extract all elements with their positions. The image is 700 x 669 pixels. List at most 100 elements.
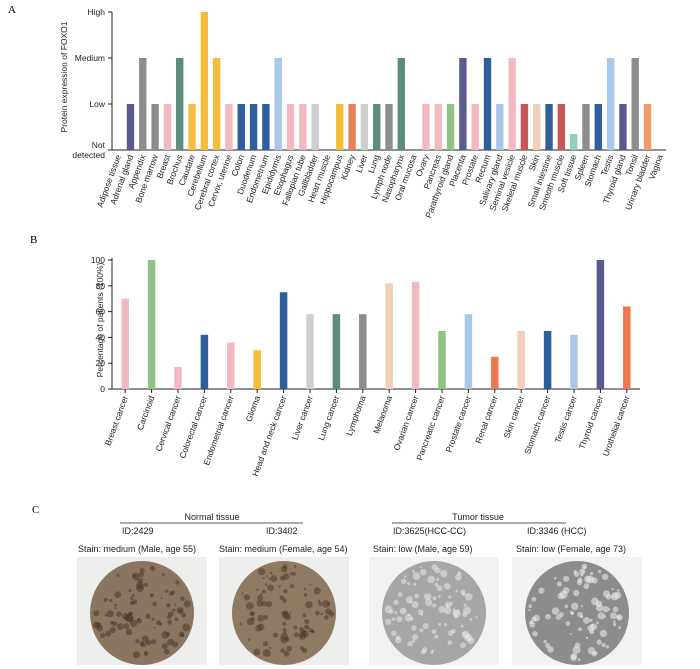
chart-a-bar <box>299 104 307 150</box>
chart-b-xtick-label: Lung cancer <box>316 394 341 442</box>
tissue-texture-dot <box>267 584 274 591</box>
tissue-texture-dot <box>591 597 599 606</box>
chart-b-bar <box>121 298 129 389</box>
tissue-texture-dot <box>161 643 168 650</box>
tissue-texture-dot <box>280 636 288 644</box>
tissue-texture-dot <box>283 650 290 657</box>
tissue-texture-dot <box>303 593 308 597</box>
tissue-texture-dot <box>411 625 417 631</box>
tissue-texture-dot <box>602 605 609 613</box>
tissue-texture-dot <box>268 646 272 650</box>
tissue-texture-dot <box>129 619 138 627</box>
tissue-texture-dot <box>409 600 412 604</box>
tissue-texture-dot <box>241 592 244 595</box>
chart-a-bar <box>188 104 196 150</box>
tissue-texture-dot <box>419 566 422 569</box>
tissue-texture-dot <box>149 593 154 598</box>
tissue-texture-dot <box>430 649 434 653</box>
tissue-texture-dot <box>603 615 607 618</box>
sample-1-core <box>90 561 194 665</box>
tissue-texture-dot <box>269 571 273 575</box>
chart-b-xtick-label: Renal cancer <box>473 394 500 445</box>
chart-a-bar <box>249 104 258 150</box>
tissue-texture-dot <box>431 629 437 634</box>
tissue-texture-dot <box>123 623 130 630</box>
chart-a-bar <box>397 58 406 150</box>
chart-a-bar <box>139 58 147 150</box>
tissue-texture-dot <box>125 613 134 622</box>
tissue-texture-dot <box>150 565 156 571</box>
tissue-texture-dot <box>440 570 448 578</box>
tissue-texture-dot <box>455 590 458 593</box>
chart-a-bar <box>151 104 159 150</box>
chart-b-bar <box>147 260 156 389</box>
tissue-texture-dot <box>311 630 314 633</box>
tissue-texture-dot <box>411 639 416 643</box>
chart-a-bar <box>176 58 184 150</box>
tissue-texture-dot <box>170 590 176 595</box>
sample-4-core <box>525 561 629 665</box>
chart-b-bar <box>411 281 420 389</box>
tissue-texture-dot <box>559 590 568 599</box>
tissue-texture-dot <box>422 623 429 630</box>
tissue-texture-dot <box>294 632 299 638</box>
tissue-texture-dot <box>529 620 534 625</box>
chart-a-bar <box>434 104 442 150</box>
chart-a-ylabel: Protein expression of FOXO1 <box>59 21 69 132</box>
tissue-texture-dot <box>434 634 439 639</box>
tissue-texture-dot <box>438 622 442 626</box>
tissue-texture-dot <box>432 596 437 601</box>
tissue-texture-dot <box>587 646 596 655</box>
tissue-texture-dot <box>141 635 149 643</box>
sample-3-stain: Stain: low (Male, age 59) <box>373 544 473 554</box>
tissue-texture-dot <box>257 568 266 576</box>
tissue-texture-dot <box>263 614 268 620</box>
chart-a-bar <box>212 58 221 150</box>
tissue-texture-dot <box>114 607 117 610</box>
panel-a: A Protein expression of FOXO1 Not detecte… <box>8 4 666 219</box>
tissue-texture-dot <box>435 577 440 582</box>
tissue-texture-dot <box>467 637 475 645</box>
sample-4-id: ID:3346 (HCC) <box>527 526 587 536</box>
tissue-texture-dot <box>299 634 303 638</box>
tissue-texture-dot <box>114 591 122 598</box>
tissue-texture-dot <box>438 605 446 613</box>
tissue-texture-dot <box>145 641 149 644</box>
tissue-texture-dot <box>125 628 133 636</box>
chart-b-bar <box>623 306 631 389</box>
tissue-texture-dot <box>135 639 140 644</box>
tissue-texture-dot <box>144 652 149 656</box>
tissue-texture-dot <box>610 612 617 620</box>
chart-b-xtick-label: Melanoma <box>371 394 394 435</box>
tissue-texture-dot <box>460 589 466 595</box>
tissue-texture-dot <box>545 614 551 620</box>
tissue-texture-dot <box>315 610 320 616</box>
tissue-texture-dot <box>605 645 609 649</box>
chart-a-ytick-label: Not detected <box>72 140 105 160</box>
tissue-texture-dot <box>179 609 183 613</box>
tissue-texture-dot <box>144 582 149 587</box>
chart-b-bar <box>385 283 393 389</box>
tissue-texture-dot <box>612 606 619 613</box>
group-title-tumor: Tumor tissue <box>452 512 504 522</box>
tissue-texture-dot <box>137 577 143 584</box>
tissue-texture-dot <box>610 592 619 601</box>
tissue-texture-dot <box>278 585 281 588</box>
tissue-texture-dot <box>280 565 288 573</box>
tissue-texture-dot <box>167 638 175 646</box>
tissue-texture-dot <box>420 612 424 616</box>
chart-b-xtick-label: Glioma <box>243 394 262 423</box>
tissue-texture-dot <box>138 571 145 578</box>
sample-1-id: ID:2429 <box>122 526 154 536</box>
tissue-texture-dot <box>618 626 622 629</box>
tissue-texture-dot <box>407 641 413 647</box>
tissue-texture-dot <box>304 619 310 624</box>
tissue-texture-dot <box>262 577 265 580</box>
chart-b-bar <box>438 330 446 389</box>
tissue-texture-dot <box>424 593 432 601</box>
chart-a-bar <box>606 58 615 150</box>
tissue-texture-dot <box>164 589 169 593</box>
chart-a-bar <box>225 104 233 150</box>
tissue-texture-dot <box>106 610 114 618</box>
chart-a-bar <box>631 58 639 150</box>
